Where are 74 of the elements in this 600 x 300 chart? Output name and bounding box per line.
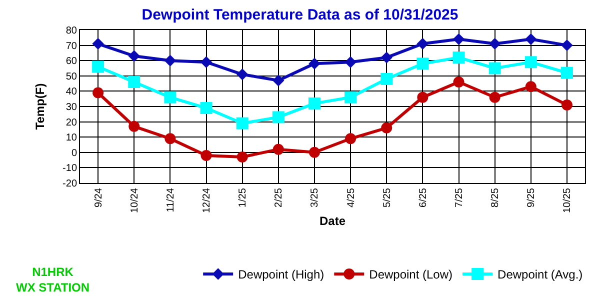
x-tick-label: 9/24 [93,188,104,208]
point [416,38,429,50]
point [128,76,140,88]
point [308,97,320,110]
point [524,56,537,68]
point [92,87,104,98]
point [561,39,573,52]
x-tick-label: 5/25 [382,188,393,208]
point [380,52,392,64]
point [92,60,104,73]
y-tick-label: -20 [62,178,78,190]
point [272,111,284,124]
y-tick-label: 70 [66,40,78,52]
y-tick-label: 30 [66,102,78,113]
x-tick-label: 10/25 [562,188,574,214]
x-tick-label: 11/24 [165,188,176,212]
x-tick-label: 6/25 [418,188,429,208]
x-tick-label: 1/25 [238,188,249,208]
x-tick-label: 3/25 [310,188,321,208]
text: N1HRK WX STATION [16,265,90,295]
point [561,99,572,110]
point [525,33,537,46]
y-tick-label: -10 [62,163,78,174]
point [417,92,428,103]
point [236,151,248,162]
point [200,56,212,68]
point [452,52,465,64]
point [272,144,284,155]
point [525,81,536,92]
y-tick-label: 20 [66,117,78,128]
point [416,58,429,70]
legend-label: Dewpoint (Low) [369,268,453,282]
point [344,91,357,104]
point [272,74,284,86]
x-tick-label: 8/25 [490,188,502,208]
y-tick-label: 40 [66,86,78,98]
point [560,66,573,79]
point [381,122,392,134]
point [345,133,356,144]
y-axis-title: Temp(F) [32,83,47,130]
x-axis-title: Date [319,214,346,228]
point [452,33,465,46]
point [344,56,356,68]
y-tick-label: 0 [71,148,78,159]
point [489,92,500,103]
point [164,133,176,144]
point [128,120,140,132]
legend-label: Dewpoint (High) [238,268,324,282]
point [453,76,464,88]
x-tick-label: 4/25 [346,188,357,208]
point [236,68,248,80]
point [308,58,320,70]
point [200,102,212,114]
point [92,38,104,50]
legend-label: Dewpoint (Avg.) [498,268,583,282]
chart-title: Dewpoint Temperature Data as of 10/31/2025 [142,6,458,24]
point [488,38,501,50]
point [200,150,212,161]
point [128,50,140,62]
x-tick-label: 12/24 [202,188,212,214]
y-tick-label: 10 [66,132,78,144]
x-tick-label: 9/25 [526,188,538,208]
point [380,72,393,85]
x-tick-label: 10/24 [129,188,140,214]
y-tick-label: 50 [66,71,78,82]
point [164,91,176,104]
x-tick-label: 2/25 [274,188,285,208]
point [488,62,501,74]
point [308,146,320,158]
y-tick-label: 60 [66,56,78,68]
point [164,54,176,66]
y-tick-label: 80 [66,26,78,36]
x-tick-label: 7/25 [454,188,465,208]
point [236,117,248,130]
